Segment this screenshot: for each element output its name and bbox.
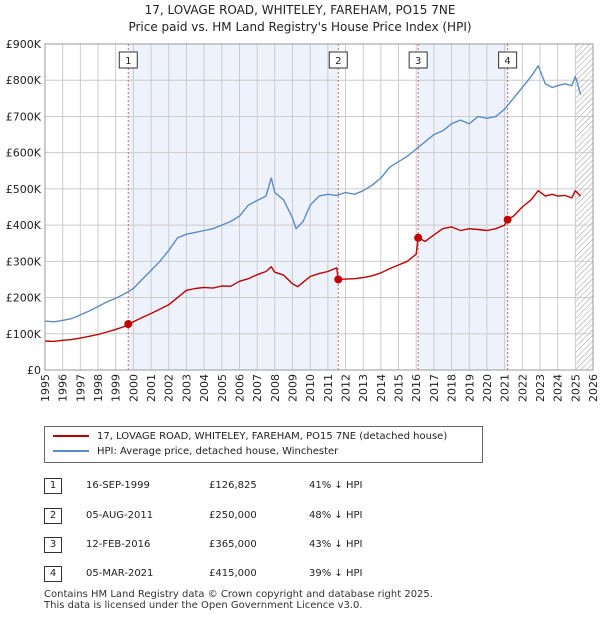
transaction-number: 1 [44, 478, 62, 494]
footer: Contains HM Land Registry data © Crown c… [44, 589, 433, 611]
x-tick-label: 2011 [322, 374, 335, 402]
ownership-shade [418, 44, 508, 370]
chart-title: 17, LOVAGE ROAD, WHITELEY, FAREHAM, PO15… [0, 2, 600, 36]
x-tick-label: 1995 [39, 374, 52, 402]
legend-swatch-hpi [53, 450, 89, 452]
legend-item-property: 17, LOVAGE ROAD, WHITELEY, FAREHAM, PO15… [53, 430, 447, 444]
transaction-hpi-diff: 48% ↓ HPI [309, 510, 363, 521]
transaction-date: 05-MAR-2021 [86, 568, 154, 579]
sale-label: 1 [125, 56, 131, 67]
ownership-shade [128, 44, 339, 370]
x-tick-label: 2016 [410, 374, 423, 402]
x-tick-label: 2003 [180, 374, 193, 402]
transaction-date: 05-AUG-2011 [86, 510, 154, 521]
table-row: 1 16-SEP-1999 £126,825 41% ↓ HPI [44, 478, 444, 494]
x-tick-label: 2021 [499, 374, 512, 402]
x-tick-label: 2013 [357, 374, 370, 402]
table-row: 3 12-FEB-2016 £365,000 43% ↓ HPI [44, 537, 444, 553]
table-row: 4 05-MAR-2021 £415,000 39% ↓ HPI [44, 566, 444, 582]
legend-label-hpi: HPI: Average price, detached house, Winc… [97, 446, 339, 457]
x-tick-label: 2019 [463, 374, 476, 402]
sale-point [414, 233, 423, 242]
sale-label: 4 [504, 56, 510, 67]
sale-point [124, 320, 133, 329]
y-tick-label: £600K [6, 147, 42, 160]
title-line-1: 17, LOVAGE ROAD, WHITELEY, FAREHAM, PO15… [144, 3, 456, 17]
x-tick-label: 2015 [393, 374, 406, 402]
footer-licence: This data is licensed under the Open Gov… [44, 600, 363, 611]
y-tick-label: £800K [6, 74, 42, 87]
x-tick-label: 2006 [233, 374, 246, 402]
sale-label-box [408, 51, 428, 69]
price-chart: 1 2 3 4 £0 £100K £200K £300K £400K £500K £600K £70… [6, 38, 600, 402]
x-tick-label: 2007 [251, 374, 264, 402]
x-tick-label: 2004 [198, 374, 211, 402]
x-tick-label: 2025 [569, 374, 582, 402]
sale-label: 3 [415, 56, 421, 67]
sale-point [503, 215, 512, 224]
legend-swatch-property [53, 435, 89, 437]
transaction-hpi-diff: 39% ↓ HPI [309, 568, 363, 579]
x-tick-label: 2023 [534, 374, 547, 402]
transaction-price: £250,000 [209, 510, 257, 521]
x-tick-label: 1996 [57, 374, 70, 402]
chart-legend: 17, LOVAGE ROAD, WHITELEY, FAREHAM, PO15… [44, 426, 483, 463]
x-tick-label: 2014 [375, 374, 388, 402]
transaction-number: 4 [44, 566, 62, 582]
sale-label-box [118, 51, 138, 69]
plot-frame [44, 43, 594, 371]
x-tick-label: 2009 [286, 374, 299, 402]
x-tick-label: 2026 [587, 374, 600, 402]
footer-copyright: Contains HM Land Registry data © Crown c… [44, 589, 433, 600]
transaction-date: 16-SEP-1999 [86, 480, 150, 491]
title-line-2: Price paid vs. HM Land Registry's House … [128, 20, 472, 34]
hpi-line [44, 65, 582, 323]
legend-item-hpi: HPI: Average price, detached house, Winc… [53, 445, 338, 459]
x-tick-label: 2001 [145, 374, 158, 402]
sale-label-box [328, 51, 348, 69]
sale-point [334, 275, 343, 284]
transaction-date: 12-FEB-2016 [86, 539, 151, 550]
sale-label: 2 [335, 56, 341, 67]
y-tick-label: £200K [6, 292, 42, 305]
sale-label-box [498, 51, 518, 69]
y-tick-label: £300K [6, 255, 42, 268]
y-tick-label: £100K [6, 328, 42, 341]
transaction-price: £126,825 [209, 480, 257, 491]
y-tick-label: £0 [27, 364, 41, 377]
x-tick-label: 2005 [216, 374, 229, 402]
transaction-number: 2 [44, 508, 62, 524]
x-tick-label: 1997 [74, 374, 87, 402]
y-tick-label: £400K [6, 219, 42, 232]
transaction-hpi-diff: 41% ↓ HPI [309, 480, 363, 491]
transaction-hpi-diff: 43% ↓ HPI [309, 539, 363, 550]
y-tick-label: £500K [6, 183, 42, 196]
x-tick-label: 1999 [110, 374, 123, 402]
y-tick-label: £700K [6, 110, 42, 123]
transaction-price: £365,000 [209, 539, 257, 550]
x-tick-label: 2008 [269, 374, 282, 402]
x-tick-label: 2018 [446, 374, 459, 402]
table-row: 2 05-AUG-2011 £250,000 48% ↓ HPI [44, 508, 444, 524]
x-tick-label: 2017 [428, 374, 441, 402]
x-tick-label: 2000 [127, 374, 140, 402]
x-tick-label: 2012 [340, 374, 353, 402]
x-tick-label: 1998 [92, 374, 105, 402]
x-tick-label: 2020 [481, 374, 494, 402]
x-tick-label: 2002 [163, 374, 176, 402]
legend-label-property: 17, LOVAGE ROAD, WHITELEY, FAREHAM, PO15… [97, 431, 448, 442]
y-tick-label: £900K [6, 38, 42, 51]
transaction-price: £415,000 [209, 568, 257, 579]
forecast-hatch [575, 44, 593, 370]
x-tick-label: 2024 [552, 374, 565, 402]
x-tick-label: 2010 [304, 374, 317, 402]
x-tick-label: 2022 [516, 374, 529, 402]
transaction-number: 3 [44, 537, 62, 553]
